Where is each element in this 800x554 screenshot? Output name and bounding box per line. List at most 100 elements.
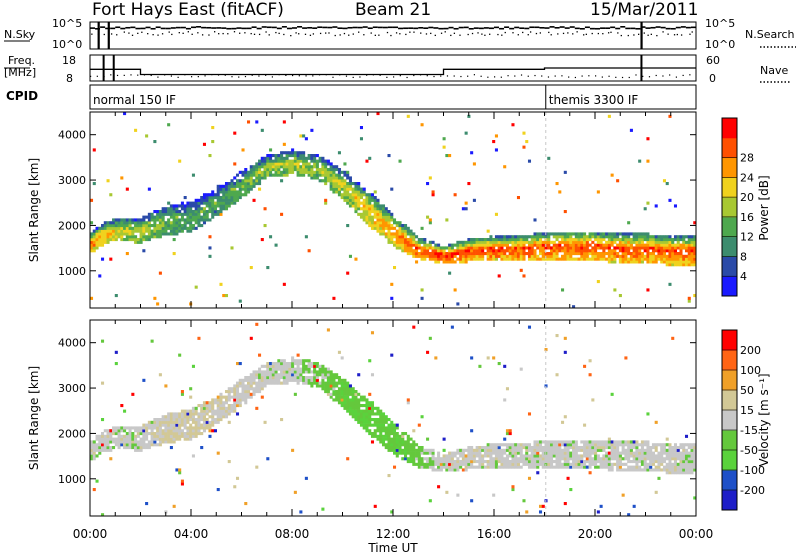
heat-cell: [145, 423, 149, 427]
heat-cell: [125, 432, 129, 436]
heat-cell: [379, 432, 383, 436]
heat-cell: [285, 170, 289, 174]
heat-cell: [632, 240, 636, 244]
heat-cell: [621, 468, 625, 472]
heat-cell: [533, 243, 537, 247]
heat-cell: [247, 170, 251, 174]
heat-cell: [497, 443, 501, 447]
heat-cell: [464, 201, 468, 205]
heat-cell: [175, 232, 179, 236]
heat-cell: [359, 207, 363, 211]
heat-cell: [106, 440, 110, 444]
heat-cell: [599, 246, 603, 250]
nsearch-mark: [535, 32, 538, 35]
heat-cell: [351, 387, 355, 391]
heat-cell: [313, 159, 317, 163]
heat-cell: [293, 376, 297, 380]
heat-cell: [627, 440, 631, 444]
heat-cell: [153, 440, 157, 444]
heat-cell: [456, 460, 460, 464]
heat-cell: [191, 409, 195, 413]
heat-cell: [142, 221, 146, 225]
heat-cell: [200, 409, 204, 413]
heat-cell: [426, 460, 430, 464]
heat-cell: [547, 457, 551, 461]
heat-cell: [269, 376, 273, 380]
heat-cell: [621, 440, 625, 444]
heat-cell: [431, 254, 435, 258]
heat-cell: [550, 440, 554, 444]
heat-cell: [643, 254, 647, 258]
heat-cell: [453, 252, 457, 256]
heat-cell: [555, 451, 559, 455]
heat-cell: [164, 221, 168, 225]
heat-cell: [464, 457, 468, 461]
heat-cell: [569, 488, 573, 492]
heat-cell: [525, 451, 529, 455]
heat-cell: [326, 328, 330, 332]
heat-cell: [536, 243, 540, 247]
heat-cell: [252, 392, 256, 396]
heat-cell: [605, 457, 609, 461]
heat-cell: [643, 249, 647, 253]
heat-cell: [470, 243, 474, 247]
heat-cell: [357, 204, 361, 208]
heat-cell: [478, 246, 482, 250]
heat-cell: [690, 249, 694, 253]
heat-cell: [572, 240, 576, 244]
nave-mark: [662, 75, 664, 77]
heat-cell: [401, 240, 405, 244]
heat-cell: [271, 162, 275, 166]
heat-cell: [219, 406, 223, 410]
heat-cell: [354, 193, 358, 197]
heat-cell: [660, 240, 664, 244]
nsearch-mark: [548, 31, 550, 34]
heat-cell: [434, 252, 438, 256]
nsearch-mark: [213, 31, 216, 33]
heat-cell: [147, 440, 151, 444]
heat-cell: [293, 392, 297, 396]
heat-cell: [180, 226, 184, 230]
nsearch-mark: [233, 31, 236, 33]
heat-cell: [227, 196, 231, 200]
heat-cell: [189, 201, 193, 205]
heat-cell: [335, 179, 339, 183]
freq-unit-label: [MHz]: [4, 66, 36, 79]
heat-cell: [365, 412, 369, 416]
heat-cell: [563, 454, 567, 458]
nsearch-mark: [434, 34, 436, 37]
heat-cell: [401, 243, 405, 247]
heat-cell: [569, 254, 573, 258]
heat-cell: [409, 240, 413, 244]
heat-cell: [610, 462, 614, 466]
heat-cell: [315, 376, 319, 380]
heat-cell: [230, 201, 234, 205]
nsky-mark: [595, 27, 600, 30]
heat-cell: [244, 395, 248, 399]
heat-cell: [550, 232, 554, 236]
heat-cell: [114, 432, 118, 436]
heat-cell: [426, 437, 430, 441]
heat-cell: [384, 207, 388, 211]
heat-cell: [194, 420, 198, 424]
heat-cell: [657, 246, 661, 250]
heat-cell: [189, 432, 193, 436]
heat-cell: [109, 221, 113, 225]
heat-cell: [332, 398, 336, 402]
heat-cell: [489, 235, 493, 239]
heat-cell: [552, 243, 556, 247]
heat-cell: [393, 451, 397, 455]
nsearch-mark: [585, 33, 587, 35]
heat-cell: [492, 257, 496, 261]
heat-cell: [406, 448, 410, 452]
heat-cell: [238, 384, 242, 388]
heat-cell: [627, 232, 631, 236]
heat-cell: [216, 193, 220, 197]
heat-cell: [574, 238, 578, 242]
heat-cell: [533, 249, 537, 253]
heat-cell: [486, 246, 490, 250]
heat-cell: [368, 359, 372, 363]
heat-cell: [616, 243, 620, 247]
heat-cell: [211, 207, 215, 211]
heat-cell: [505, 465, 509, 469]
